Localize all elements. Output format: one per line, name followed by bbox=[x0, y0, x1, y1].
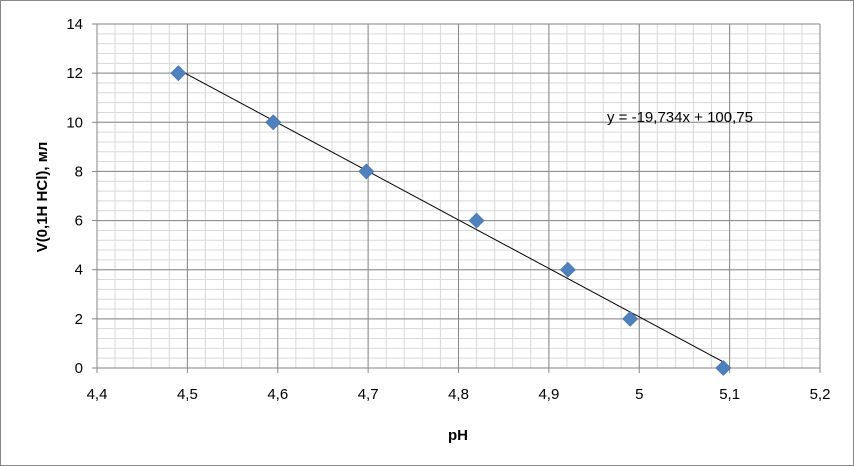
trendline-equation: y = -19,734x + 100,75 bbox=[607, 109, 753, 126]
x-tick-label: 4,4 bbox=[87, 386, 108, 403]
x-tick-label: 4,9 bbox=[538, 386, 559, 403]
x-tick-label: 4,6 bbox=[267, 386, 288, 403]
data-point bbox=[170, 65, 187, 82]
y-tick-label: 10 bbox=[66, 114, 83, 131]
y-axis-title: V(0,1Н HCl), мл bbox=[34, 142, 51, 253]
axes bbox=[92, 23, 821, 373]
y-tick-label: 8 bbox=[75, 163, 83, 180]
data-point bbox=[265, 114, 282, 131]
x-tick-label: 4,5 bbox=[177, 386, 198, 403]
y-tick-label: 6 bbox=[75, 213, 83, 230]
x-tick-label: 4,7 bbox=[358, 386, 379, 403]
data-point bbox=[468, 212, 485, 229]
data-point bbox=[559, 261, 576, 278]
data-point bbox=[358, 163, 375, 180]
x-tick-label: 5 bbox=[635, 386, 643, 403]
x-axis-title: pH bbox=[448, 427, 468, 444]
y-tick-label: 14 bbox=[66, 16, 83, 33]
x-tick-label: 4,8 bbox=[448, 386, 469, 403]
y-tick-label: 0 bbox=[75, 360, 83, 377]
x-tick-labels: 4,4 4,5 4,6 4,7 4,8 4,9 5 5,1 5,2 bbox=[87, 386, 831, 403]
data-point bbox=[715, 360, 732, 376]
y-tick-label: 4 bbox=[75, 262, 83, 279]
data-points bbox=[170, 65, 732, 376]
y-tick-label: 12 bbox=[66, 65, 83, 82]
y-tick-labels: 0 2 4 6 8 10 12 14 bbox=[66, 16, 83, 377]
data-point bbox=[622, 310, 639, 327]
x-tick-label: 5,2 bbox=[810, 386, 831, 403]
major-gridlines bbox=[96, 23, 821, 369]
y-tick-label: 2 bbox=[75, 311, 83, 328]
x-tick-label: 5,1 bbox=[719, 386, 740, 403]
